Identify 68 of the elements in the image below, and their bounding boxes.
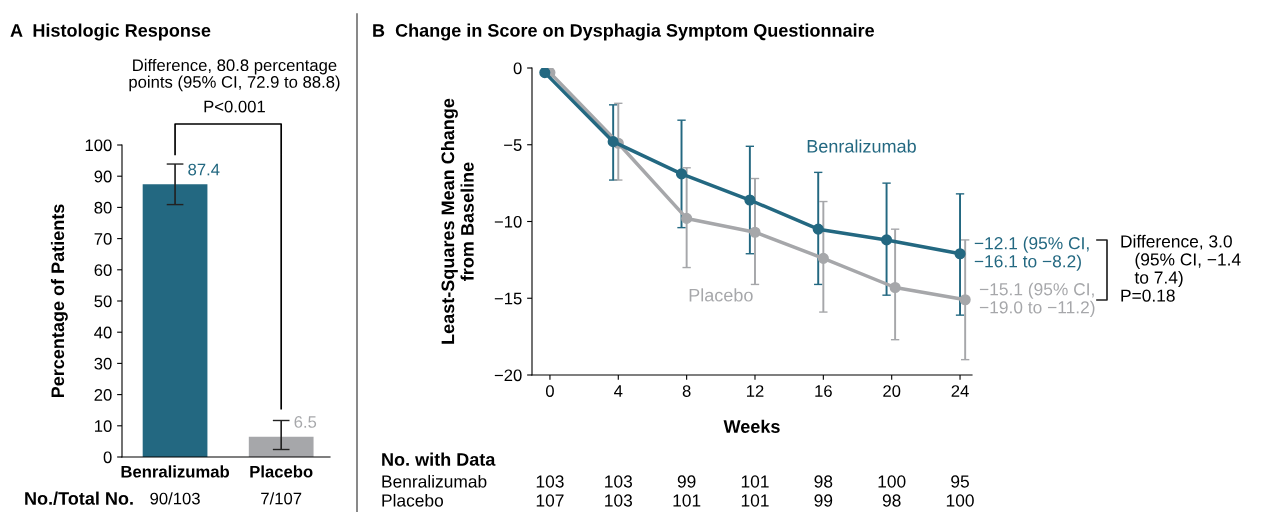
point	[812, 223, 824, 235]
x-tick-label: 24	[951, 385, 969, 397]
y-tick-label: −10	[494, 215, 522, 228]
text: 101	[673, 494, 701, 507]
annotation: −12.1 (95% CI, −16.1 to −8.2)	[974, 236, 1089, 271]
chart-title: A Histologic Response	[10, 23, 211, 41]
y-tick-label: −20	[494, 369, 522, 382]
x-tick-label: 20	[883, 385, 901, 397]
point	[607, 136, 619, 148]
x-axis-title: Weeks	[723, 419, 780, 433]
y-tick-label: 50	[94, 295, 112, 308]
point	[681, 212, 693, 224]
text: 98	[814, 475, 833, 488]
point	[881, 234, 893, 246]
text: 103	[605, 494, 633, 507]
text: Placebo	[382, 493, 444, 507]
point	[817, 252, 829, 264]
text: Placebo	[689, 288, 753, 302]
y-tick-label: 30	[94, 357, 112, 370]
text: 100	[878, 475, 906, 488]
point	[675, 168, 688, 180]
x-tick-label: 4	[614, 385, 623, 397]
text: 99	[677, 475, 696, 488]
point	[744, 194, 756, 206]
text: Benralizumab	[382, 474, 487, 488]
x-tick-label: 0	[545, 385, 554, 397]
y-tick-label: 40	[94, 326, 112, 339]
text: 107	[536, 494, 564, 507]
text: No./Total No.	[25, 491, 133, 506]
point	[889, 281, 901, 294]
y-tick-label: 10	[95, 420, 112, 432]
text: 90/103	[150, 492, 200, 505]
y-tick-label: 0	[103, 451, 112, 464]
chart-title: B Change in Score on Dysphagia Symptom Questionnaire	[373, 23, 875, 41]
data-label: 6.5	[294, 416, 317, 428]
y-tick-label: 0	[513, 62, 522, 75]
text: No. with Data	[382, 452, 496, 466]
y-axis-title: Least-Squares Mean Change from Baseline	[440, 98, 474, 344]
y-tick-label: 80	[94, 201, 112, 214]
data-label: 87.4	[188, 163, 220, 176]
text: 103	[536, 475, 564, 488]
y-tick-label: 70	[94, 233, 112, 245]
text: Difference, 80.8 percentage points (95% CI, 72.9 to 88.8)	[129, 58, 340, 92]
y-tick-label: 60	[94, 264, 112, 276]
y-axis-title: Percentage of Patients	[50, 204, 68, 398]
text: 7/107	[261, 492, 302, 505]
text: Difference, 3.0 (95% CI, −1.4 to 7.4) P=0.18	[1121, 234, 1241, 302]
y-tick-label: 90	[94, 170, 112, 183]
y-tick-label: −15	[494, 292, 522, 305]
point	[539, 68, 551, 79]
text: 100	[946, 494, 974, 507]
x-tick-label: 16	[815, 385, 832, 397]
point	[959, 294, 971, 306]
text: 101	[741, 475, 769, 488]
point	[954, 248, 966, 260]
text: 95	[951, 475, 969, 488]
text: 103	[605, 475, 633, 488]
text: 99	[814, 494, 833, 507]
point	[749, 226, 761, 238]
text: P<0.001	[204, 100, 265, 113]
x-tick-label: 12	[746, 385, 764, 397]
text: 101	[741, 494, 769, 507]
text: Benralizumab	[807, 139, 916, 153]
y-tick-label: −5	[504, 139, 522, 151]
annotation: −15.1 (95% CI, −19.0 to −11.2)	[979, 282, 1095, 317]
y-tick-label: 100	[85, 139, 112, 152]
x-tick-label: 8	[682, 385, 691, 397]
text: 98	[882, 494, 901, 507]
